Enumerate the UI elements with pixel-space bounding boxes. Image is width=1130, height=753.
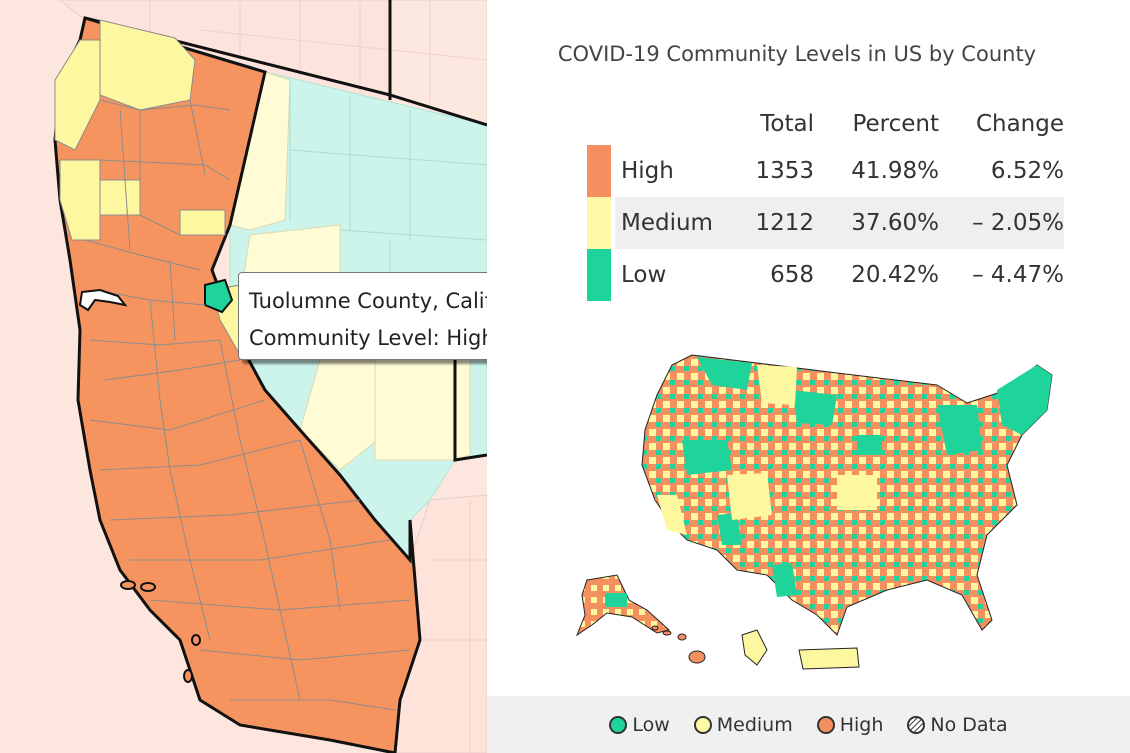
header-total: Total xyxy=(760,111,814,137)
nevada-county-lines xyxy=(289,80,487,330)
panel-title: COVID-19 Community Levels in US by Count… xyxy=(557,42,1037,66)
us-county-map[interactable] xyxy=(537,345,1077,675)
level-percent: 20.42% xyxy=(851,262,939,288)
level-total: 1353 xyxy=(755,158,814,184)
puerto-rico[interactable] xyxy=(798,647,860,670)
level-total: 1212 xyxy=(734,197,814,249)
level-change: 6.52% xyxy=(990,158,1064,184)
legend-item-high[interactable]: High xyxy=(816,713,884,736)
summary-panel: COVID-19 Community Levels in US by Count… xyxy=(487,0,1130,753)
ca-county-medium[interactable] xyxy=(99,179,141,216)
level-change: – 4.47% xyxy=(972,262,1064,288)
dc-inset[interactable] xyxy=(741,629,768,666)
legend-label: High xyxy=(839,713,884,736)
low-level-clusters xyxy=(682,357,1052,597)
sf-bay xyxy=(78,288,128,312)
tooltip-community-level: Community Level: High xyxy=(249,326,495,350)
channel-islands xyxy=(120,580,201,683)
legend-item-low[interactable]: Low xyxy=(609,713,670,736)
level-percent: 37.60% xyxy=(814,197,939,249)
summary-row-medium: Medium 1212 37.60% – 2.05% xyxy=(587,197,1064,249)
medium-swatch xyxy=(587,197,611,249)
ca-county-medium[interactable] xyxy=(179,209,226,236)
alaska-low-area xyxy=(605,593,627,607)
high-swatch xyxy=(587,145,611,197)
header-percent: Percent xyxy=(852,111,939,137)
legend-label: Low xyxy=(632,713,670,736)
level-label: Medium xyxy=(615,197,734,249)
summary-row-low: Low 658 20.42% – 4.47% xyxy=(587,249,1064,301)
legend-label: Medium xyxy=(716,713,793,736)
legend-label: No Data xyxy=(930,713,1008,736)
map-legend: Low Medium High No Data xyxy=(487,696,1130,753)
level-total: 658 xyxy=(770,262,814,288)
medium-dot-icon xyxy=(693,715,712,734)
legend-item-medium[interactable]: Medium xyxy=(693,713,793,736)
header-change: Change xyxy=(975,111,1064,137)
high-dot-icon xyxy=(816,715,835,734)
level-label: High xyxy=(621,158,674,184)
hawaii[interactable] xyxy=(651,625,706,664)
summary-header-row: Total Percent Change xyxy=(587,103,1064,145)
california-state-shape[interactable] xyxy=(53,16,422,753)
oregon-county-lines xyxy=(149,0,487,110)
low-swatch xyxy=(587,249,611,301)
low-dot-icon xyxy=(609,715,628,734)
california-county-map[interactable] xyxy=(0,0,487,753)
state-border-utah xyxy=(453,330,487,462)
no-data-dot-icon xyxy=(907,715,926,734)
legend-item-no-data[interactable]: No Data xyxy=(907,713,1008,736)
summary-row-high: High 1353 41.98% 6.52% xyxy=(587,145,1064,197)
arizona-county-lines xyxy=(420,500,487,753)
california-county-lines xyxy=(84,99,411,711)
level-label: Low xyxy=(621,262,667,288)
tuolumne-county[interactable] xyxy=(204,278,234,314)
level-percent: 41.98% xyxy=(851,158,939,184)
medium-level-patches xyxy=(657,365,877,535)
level-change: – 2.05% xyxy=(939,197,1064,249)
level-summary-table: Total Percent Change High 1353 41.98% 6.… xyxy=(587,103,1064,301)
